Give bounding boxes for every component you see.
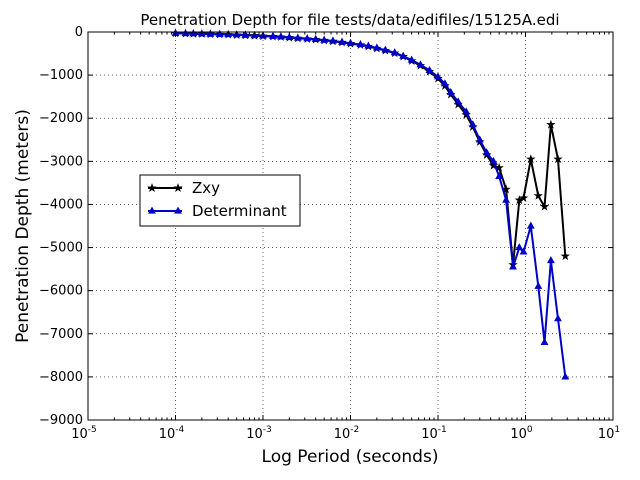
- y-tick-label: −1000: [39, 68, 83, 83]
- data-point: [250, 31, 259, 39]
- series-determinant: [171, 28, 570, 380]
- data-point: [495, 172, 504, 180]
- data-point: [546, 256, 555, 264]
- x-tick-label: 101: [598, 425, 620, 442]
- data-point: [561, 372, 570, 380]
- data-point: [539, 201, 550, 211]
- data-point: [468, 120, 477, 128]
- data-point: [488, 160, 499, 170]
- data-point: [381, 45, 390, 53]
- x-tick-label: 10-2: [334, 425, 360, 442]
- legend-marker: [147, 183, 157, 192]
- data-point: [276, 32, 285, 40]
- data-point: [554, 314, 562, 322]
- legend-label: Determinant: [192, 202, 287, 220]
- data-point: [546, 119, 556, 129]
- data-point: [533, 190, 543, 200]
- y-tick-label: −8000: [39, 370, 83, 385]
- y-tick-label: −3000: [39, 154, 83, 169]
- y-tick-label: 0: [75, 25, 83, 40]
- data-point: [356, 40, 365, 48]
- data-point: [320, 35, 329, 43]
- y-tick-label: −4000: [39, 197, 83, 212]
- legend-label: Zxy: [192, 179, 220, 197]
- data-point: [434, 72, 442, 80]
- data-point: [425, 65, 434, 73]
- data-point: [502, 195, 511, 203]
- data-point: [364, 41, 373, 49]
- data-point: [399, 51, 408, 59]
- data-point: [269, 31, 277, 39]
- y-axis-label: Penetration Depth (meters): [13, 109, 33, 343]
- data-point: [440, 79, 449, 87]
- y-tick-label: −7000: [39, 327, 83, 342]
- data-point: [515, 243, 524, 251]
- legend: Zxy Determinant: [139, 174, 301, 227]
- data-point: [416, 60, 425, 68]
- data-point: [526, 221, 535, 229]
- data-point: [526, 154, 536, 164]
- data-point: [475, 135, 484, 143]
- x-tick-label: 10-1: [421, 425, 447, 442]
- data-point: [346, 38, 355, 46]
- data-point: [181, 29, 190, 37]
- x-tick-label: 10-5: [71, 425, 97, 442]
- data-point: [540, 337, 549, 345]
- legend-marker: [148, 206, 156, 214]
- y-tick-label: −5000: [39, 241, 83, 256]
- data-point: [407, 55, 416, 63]
- y-axis: 0 −1000 −2000 −3000 −4000 −5000 −6000 −7000 −800…: [39, 25, 613, 428]
- data-point: [311, 34, 320, 42]
- data-point: [454, 97, 463, 105]
- data-point: [372, 43, 381, 51]
- series-line-zxy: [175, 32, 567, 266]
- legend-box: [139, 174, 301, 227]
- data-point: [215, 29, 224, 37]
- data-point: [534, 281, 543, 289]
- data-point: [518, 193, 529, 202]
- data-point: [293, 33, 302, 41]
- data-point: [189, 29, 198, 37]
- data-point: [489, 156, 498, 164]
- y-tick-label: −6000: [39, 284, 83, 299]
- data-point: [519, 247, 528, 255]
- data-point: [338, 37, 346, 45]
- x-axis-label: Log Period (seconds): [262, 447, 439, 467]
- x-tick-label: 100: [510, 425, 533, 442]
- data-point: [390, 48, 399, 56]
- data-point: [462, 107, 471, 115]
- data-point: [553, 154, 563, 164]
- data-point: [482, 148, 491, 156]
- data-point: [285, 32, 294, 40]
- y-tick-label: −9000: [39, 413, 83, 428]
- data-point: [446, 87, 455, 95]
- series-layer: [170, 28, 570, 380]
- chart-title: Penetration Depth for file tests/data/ed…: [140, 11, 559, 29]
- y-tick-label: −2000: [39, 111, 83, 126]
- x-axis: 10-5 10-4 10-3 10-2 10-1 100 101: [71, 32, 620, 442]
- x-tick-label: 10-3: [246, 425, 272, 442]
- x-tick-label: 10-4: [159, 425, 185, 442]
- data-point: [303, 34, 312, 42]
- legend-marker: [173, 183, 183, 192]
- data-point: [509, 262, 517, 270]
- data-point: [206, 29, 215, 37]
- data-point: [329, 36, 337, 44]
- legend-marker: [174, 206, 182, 214]
- data-point: [560, 251, 570, 261]
